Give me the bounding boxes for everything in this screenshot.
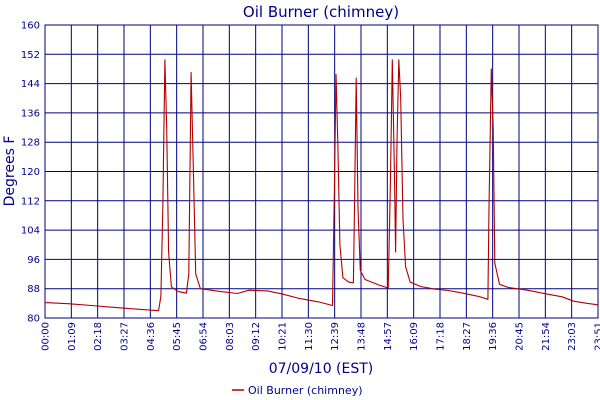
x-tick-label: 17:18 [436, 322, 447, 351]
x-axis-label: 07/09/10 (EST) [269, 361, 374, 377]
x-tick-label: 08:03 [225, 322, 236, 351]
x-tick-label: 12:39 [330, 322, 341, 351]
x-tick-label: 19:36 [488, 322, 499, 351]
legend-label: Oil Burner (chimney) [248, 384, 363, 397]
y-tick-label: 88 [27, 284, 40, 295]
y-axis-label: Degrees F [2, 136, 18, 207]
x-tick-label: 03:27 [120, 322, 131, 351]
y-tick-label: 152 [21, 50, 40, 61]
x-tick-label: 00:00 [41, 322, 52, 351]
y-tick-label: 128 [21, 138, 40, 149]
y-tick-label: 144 [21, 79, 40, 90]
x-tick-label: 11:30 [304, 322, 315, 351]
x-tick-label: 01:09 [67, 322, 78, 351]
x-tick-label: 02:18 [93, 322, 104, 351]
x-tick-label: 14:57 [383, 322, 394, 351]
y-tick-label: 104 [21, 226, 40, 237]
plot-frame [44, 24, 599, 319]
x-tick-label: 21:54 [541, 322, 552, 351]
y-tick-labels: 80 88 96 104 112 120 128 136 144 152 160 [21, 21, 40, 325]
x-tick-labels: 00:00 01:09 02:18 03:27 04:36 05:45 06:54 08:03… [41, 322, 600, 351]
y-tick-label: 160 [21, 21, 40, 32]
y-tick-label: 112 [21, 196, 40, 207]
x-tick-label: 23:03 [567, 322, 578, 351]
x-tick-label: 13:48 [357, 322, 368, 351]
y-tick-label: 136 [21, 108, 40, 119]
x-tick-label: 20:45 [515, 322, 526, 351]
x-tick-label: 09:12 [251, 322, 262, 351]
x-tick-label: 18:27 [462, 322, 473, 351]
y-tick-label: 96 [27, 255, 40, 266]
y-tick-label: 120 [21, 167, 40, 178]
x-tick-label: 06:54 [199, 322, 210, 351]
x-tick-label: 16:09 [409, 322, 420, 351]
x-tick-label: 04:36 [146, 322, 157, 351]
legend: Oil Burner (chimney) [232, 384, 363, 397]
series-layer [44, 59, 599, 312]
x-tick-label: 23:51 [594, 322, 600, 351]
series-line [44, 59, 599, 312]
x-tick-label: 10:21 [278, 322, 289, 351]
y-tick-label: 80 [27, 314, 40, 325]
chart-title: Oil Burner (chimney) [243, 3, 399, 21]
x-tick-label: 05:45 [172, 322, 183, 351]
